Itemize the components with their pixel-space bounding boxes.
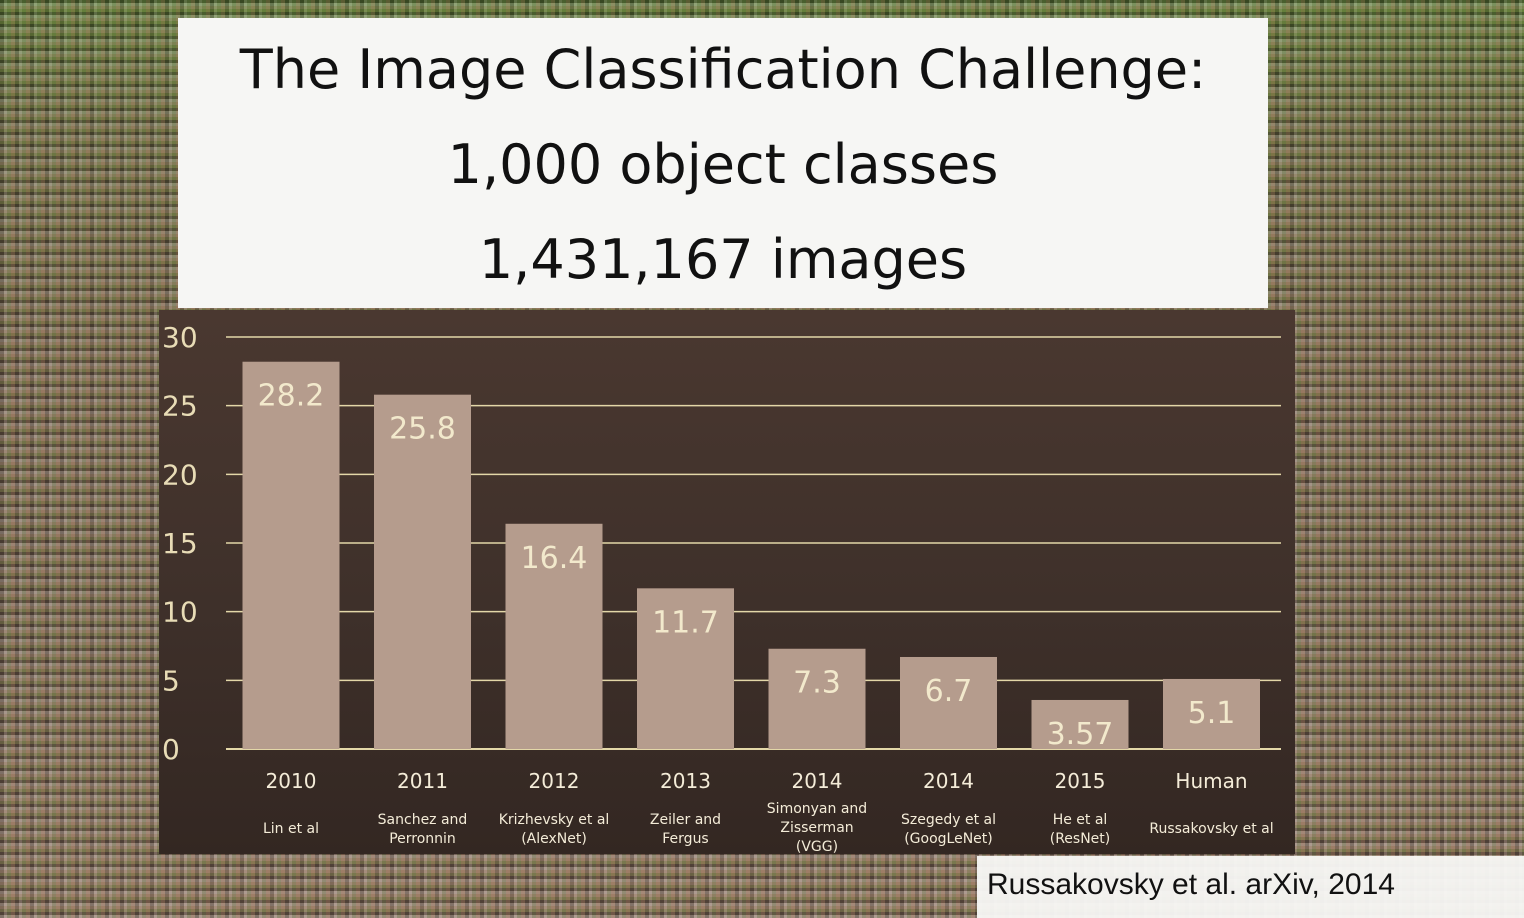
category-label: 2012: [529, 769, 580, 793]
y-tick-label: 25: [162, 390, 198, 423]
category-sublabel: Russakovsky et al: [1149, 821, 1273, 837]
title-line-3: 1,431,167 images: [478, 228, 968, 291]
citation-box: Russakovsky et al. arXiv, 2014: [977, 856, 1524, 918]
title-line-1: The Image Classification Challenge:: [239, 38, 1207, 101]
bar: [1031, 699, 1129, 749]
bar-value-label: 5.1: [1188, 696, 1236, 731]
bar: [505, 523, 603, 749]
category-sublabel: Simonyan and: [767, 801, 867, 817]
category-label: Human: [1175, 769, 1247, 793]
category-sublabel: Zeiler and: [650, 812, 721, 828]
category-sublabel: Szegedy et al: [901, 812, 996, 828]
title-panel: The Image Classification Challenge: 1,00…: [178, 18, 1268, 308]
category-sublabel: Sanchez and: [378, 812, 468, 828]
category-label: 2014: [792, 769, 843, 793]
bar: [637, 588, 734, 749]
category-sublabel: Lin et al: [263, 821, 319, 837]
bar: [1163, 678, 1260, 749]
y-tick-label: 5: [162, 664, 180, 697]
y-tick-label: 0: [162, 733, 180, 766]
citation-text: Russakovsky et al. arXiv, 2014: [987, 868, 1395, 901]
bar: [242, 361, 340, 749]
category-sublabel: (ResNet): [1050, 831, 1111, 847]
bar-value-label: 3.57: [1047, 717, 1114, 752]
bar-value-label: 11.7: [652, 605, 719, 640]
bar-value-label: 16.4: [521, 541, 588, 576]
bar: [374, 394, 471, 749]
y-tick-label: 10: [162, 596, 198, 629]
y-tick-label: 20: [162, 458, 198, 491]
category-sublabel: (GoogLeNet): [904, 831, 993, 847]
bar-chart: 0 5 10 15 20 25 30 28.2 2010 Lin et al 25.8 2011 San…: [162, 321, 1281, 854]
category-label: 2015: [1055, 769, 1106, 793]
category-label: 2011: [397, 769, 448, 793]
bar-value-label: 25.8: [389, 412, 456, 447]
category-sublabel: Zisserman: [780, 820, 853, 836]
category-label: 2014: [923, 769, 974, 793]
chart-panel: 0 5 10 15 20 25 30 28.2 2010 Lin et al 25.8 2011 San…: [159, 310, 1295, 854]
bar: [900, 656, 997, 749]
category-sublabel: He et al: [1053, 812, 1108, 828]
category-sublabel: Fergus: [662, 831, 708, 847]
category-sublabel: Krizhevsky et al: [499, 812, 610, 828]
y-tick-label: 15: [162, 527, 198, 560]
category-label: 2010: [266, 769, 317, 793]
title-line-2: 1,000 object classes: [447, 133, 999, 196]
category-sublabel: (AlexNet): [521, 831, 587, 847]
category-sublabel: Perronnin: [389, 831, 456, 847]
bar-value-label: 7.3: [793, 666, 841, 701]
category-sublabel: (VGG): [796, 839, 838, 854]
bar-value-label: 28.2: [258, 379, 325, 414]
bar: [768, 648, 866, 749]
y-tick-label: 30: [162, 321, 198, 354]
category-label: 2013: [660, 769, 711, 793]
bar-value-label: 6.7: [925, 674, 973, 709]
